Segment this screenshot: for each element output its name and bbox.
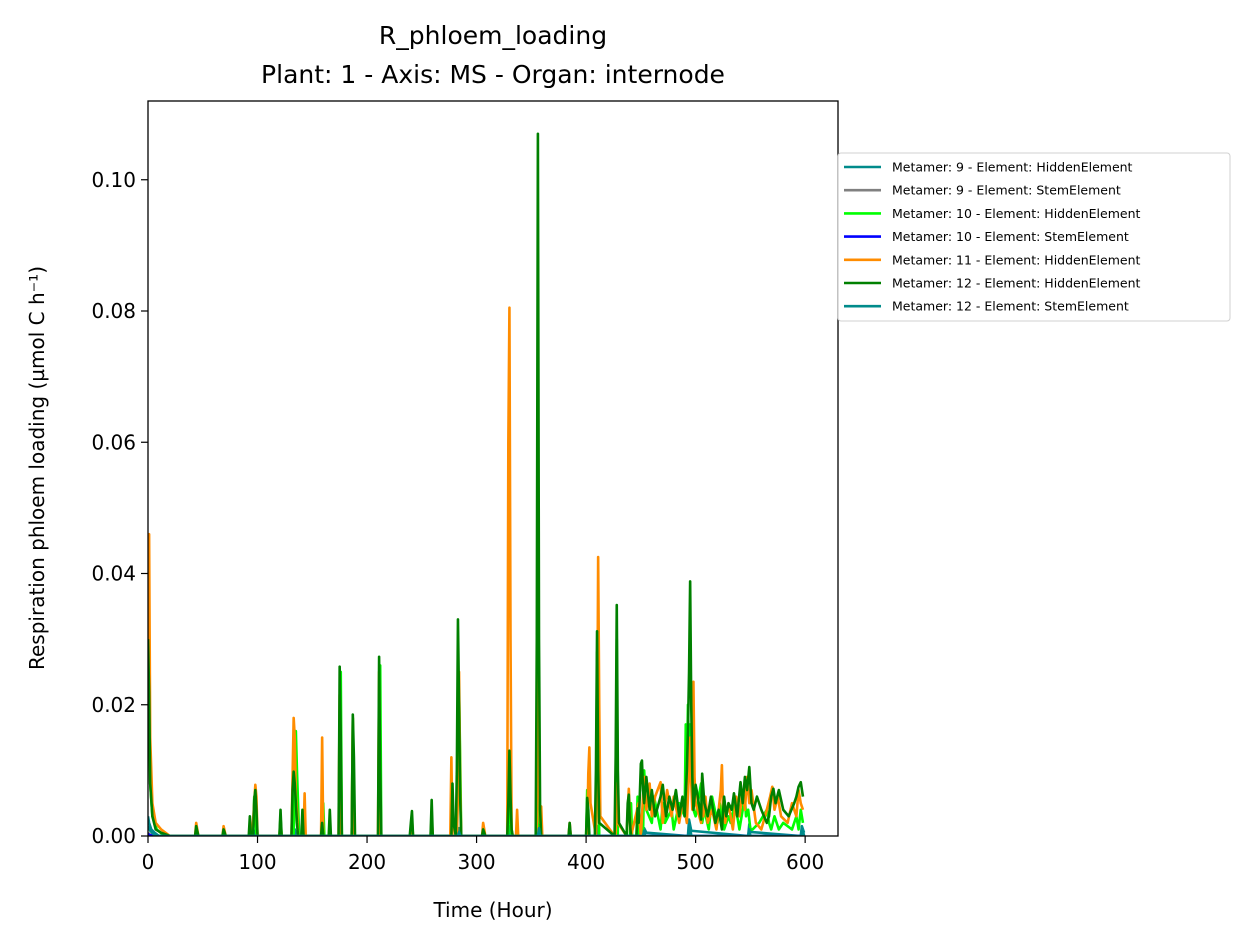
legend-label-5: Metamer: 12 - Element: HiddenElement — [892, 276, 1141, 291]
series-line-5 — [148, 132, 805, 836]
x-tick-label: 400 — [567, 850, 605, 874]
y-tick-label: 0.10 — [91, 168, 136, 192]
x-tick-label: 0 — [142, 850, 155, 874]
legend-label-1: Metamer: 9 - Element: StemElement — [892, 183, 1121, 198]
legend-label-6: Metamer: 12 - Element: StemElement — [892, 299, 1129, 314]
series-line-6 — [148, 824, 806, 836]
x-axis-label: Time (Hour) — [432, 898, 552, 922]
plot-frame — [147, 100, 839, 837]
x-tick-label: 100 — [238, 850, 276, 874]
legend-label-3: Metamer: 10 - Element: StemElement — [892, 229, 1129, 244]
x-axis: 0 100 200 300 400 500 600 — [142, 836, 824, 874]
y-axis: 0.00 0.02 0.04 0.06 0.08 0.10 — [91, 168, 148, 848]
y-tick-label: 0.06 — [91, 430, 136, 454]
legend: Metamer: 9 - Element: HiddenElement Metam… — [837, 152, 1231, 322]
legend-box — [837, 152, 1231, 322]
y-tick-label: 0.02 — [91, 693, 136, 717]
y-tick-label: 0.08 — [91, 299, 136, 323]
legend-label-2: Metamer: 10 - Element: HiddenElement — [892, 206, 1141, 221]
legend-label-4: Metamer: 11 - Element: HiddenElement — [892, 252, 1141, 267]
legend-label-0: Metamer: 9 - Element: HiddenElement — [892, 160, 1133, 175]
y-tick-label: 0.04 — [91, 562, 136, 586]
x-tick-label: 600 — [786, 850, 824, 874]
x-tick-label: 500 — [677, 850, 715, 874]
chart-subtitle: Plant: 1 - Axis: MS - Organ: internode — [261, 60, 725, 89]
x-tick-label: 300 — [457, 850, 495, 874]
y-axis-label: Respiration phloem loading (µmol C h⁻¹) — [25, 266, 49, 670]
series-line-3 — [148, 832, 806, 836]
y-tick-label: 0.00 — [91, 824, 136, 848]
x-tick-label: 200 — [348, 850, 386, 874]
series-layer — [148, 132, 806, 836]
chart-title: R_phloem_loading — [379, 21, 607, 50]
